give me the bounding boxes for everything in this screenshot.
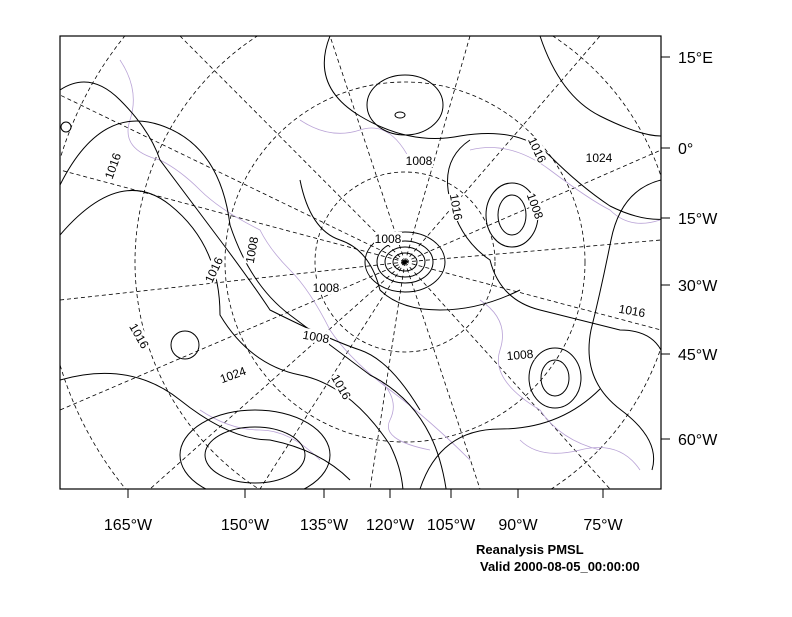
lon-label: 15°E	[678, 50, 713, 67]
coastlines	[119, 59, 661, 471]
lon-label: 45°W	[678, 347, 718, 364]
contour-label: 1024	[218, 364, 248, 386]
label-bg	[101, 150, 124, 182]
contour-label: 1008	[406, 154, 433, 168]
label-bg	[374, 232, 402, 245]
contour-label: 1008	[375, 232, 402, 246]
label-bg	[525, 134, 550, 166]
map-frame	[59, 35, 662, 490]
label-bg	[585, 151, 613, 164]
label-bg	[447, 191, 466, 222]
map-area	[60, 36, 661, 489]
label-bg	[505, 346, 535, 363]
contour-label: 1024	[586, 151, 613, 165]
lon-label: 75°W	[583, 517, 623, 534]
label-bg	[405, 154, 433, 167]
lon-label: 0°	[678, 141, 693, 158]
contour-label: 1008	[506, 347, 534, 363]
lon-label: 90°W	[498, 517, 538, 534]
contour-label: 1008	[313, 281, 340, 295]
contour-label: 1016	[102, 151, 124, 181]
isobars	[60, 36, 661, 489]
lon-label: 120°W	[366, 517, 415, 534]
graticule	[60, 36, 661, 489]
contour-label: 1016	[618, 302, 647, 320]
label-bg	[201, 254, 226, 286]
contour-label: 1016	[447, 193, 465, 222]
label-bg	[242, 234, 261, 265]
label-bg	[301, 327, 332, 346]
label-bg	[217, 363, 249, 386]
lon-label: 135°W	[300, 517, 349, 534]
caption-title: Reanalysis PMSL	[476, 542, 584, 557]
contour-label: 1008	[524, 191, 546, 221]
label-bg	[312, 281, 340, 294]
label-bg	[617, 301, 648, 320]
label-bg	[328, 371, 355, 403]
label-bg	[524, 190, 547, 222]
lon-label: 150°W	[221, 517, 270, 534]
label-bg	[126, 320, 153, 352]
lon-label: 60°W	[678, 432, 718, 449]
contour-label: 1008	[302, 328, 331, 346]
lon-label: 15°W	[678, 211, 718, 228]
lon-label: 30°W	[678, 278, 718, 295]
caption-valid: Valid 2000-08-05_00:00:00	[480, 559, 640, 574]
lon-label: 105°W	[427, 517, 476, 534]
contour-label: 1008	[243, 235, 261, 264]
lon-label: 165°W	[104, 517, 153, 534]
